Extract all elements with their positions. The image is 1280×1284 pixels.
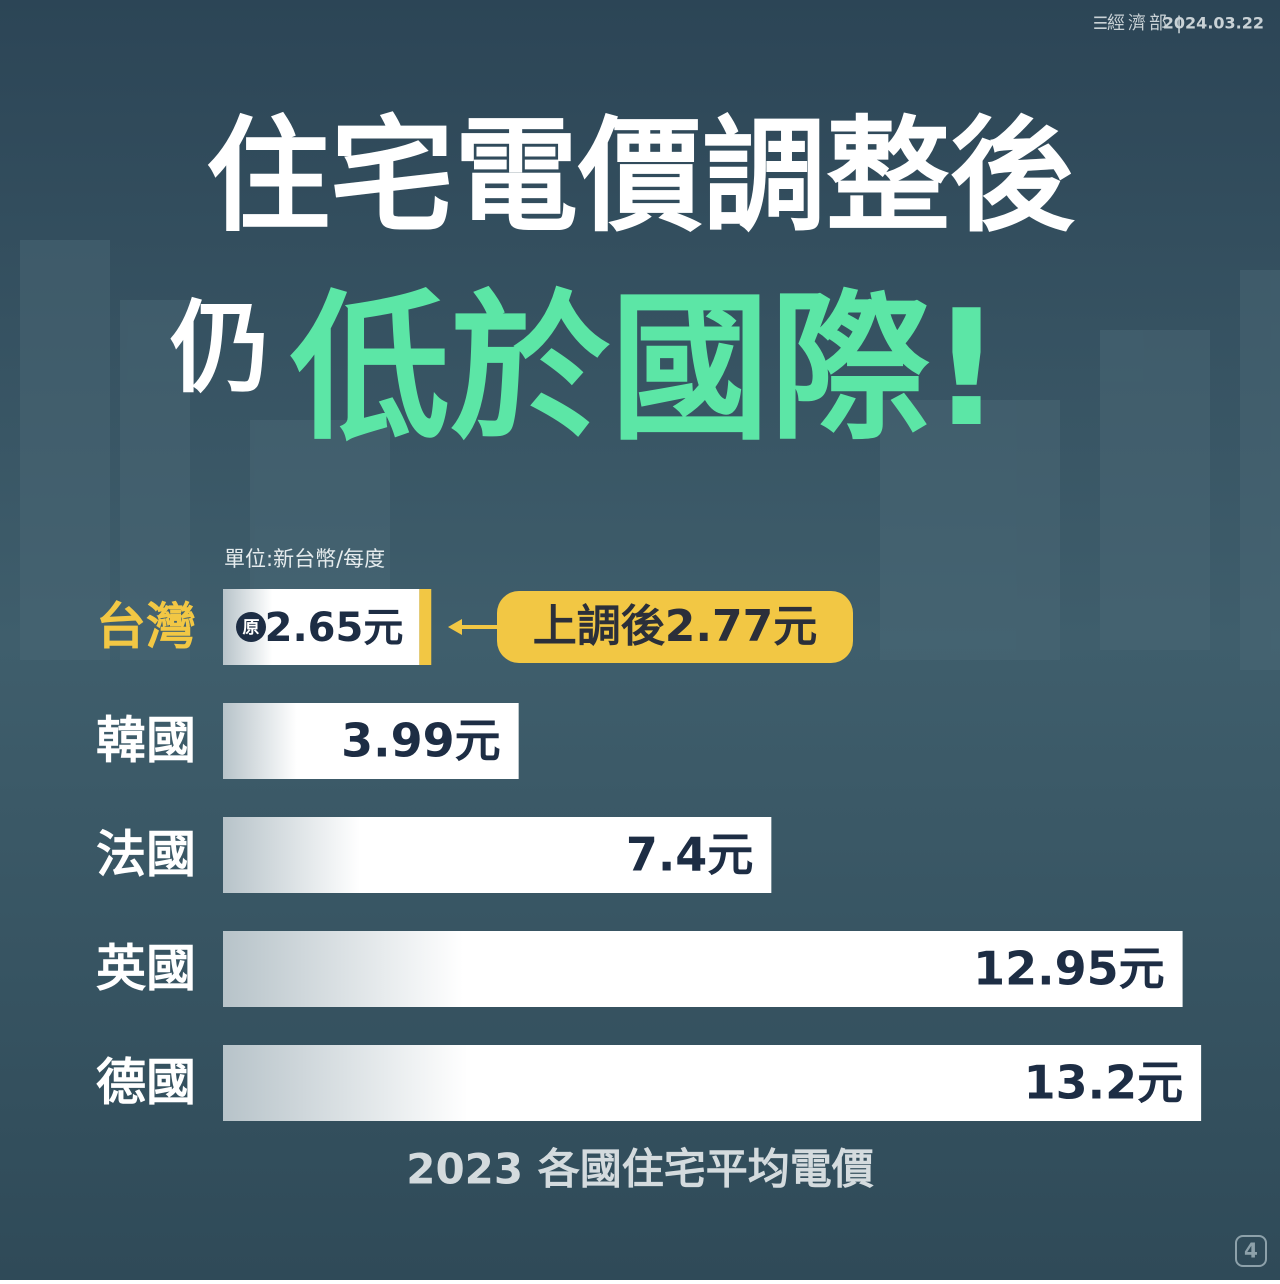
category-label: 韓國	[96, 712, 196, 770]
badge-label: 原	[243, 618, 260, 638]
value-label: 13.2元	[1024, 1056, 1184, 1110]
subtitle-prefix: 仍	[170, 289, 270, 406]
bar	[223, 1045, 1202, 1121]
adjusted-bar-end	[419, 589, 432, 665]
value-label: 12.95元	[973, 942, 1165, 996]
badge	[236, 612, 266, 642]
subtitle: 低於國際!	[290, 275, 1003, 462]
callout	[497, 591, 853, 663]
value-label: 7.4元	[626, 828, 754, 882]
bar	[223, 931, 1183, 1007]
category-label: 德國	[96, 1054, 196, 1112]
value-label: 3.99元	[341, 714, 501, 768]
value-label: 2.65元	[265, 605, 404, 651]
category-label: 法國	[96, 826, 196, 884]
category-label: 英國	[96, 940, 196, 998]
city-silhouette	[20, 240, 1280, 670]
caption: 2023 各國住宅平均電價	[406, 1145, 874, 1194]
bar	[223, 703, 519, 779]
callout-label: 上調後2.77元	[533, 601, 818, 652]
unit: 單位:新台幣/每度	[224, 547, 385, 571]
menu-icon: ☰	[1093, 14, 1108, 34]
bar	[223, 817, 772, 893]
date: 2024.03.22	[1163, 14, 1264, 33]
divider: |	[1176, 13, 1182, 34]
category-label: 台灣	[96, 598, 196, 656]
page-box	[1235, 1235, 1267, 1267]
chart-title: 住宅電價調整後	[206, 105, 1075, 249]
arrow-head	[448, 619, 462, 635]
org: 經濟部	[1107, 13, 1170, 34]
page-number: 4	[1244, 1239, 1258, 1263]
